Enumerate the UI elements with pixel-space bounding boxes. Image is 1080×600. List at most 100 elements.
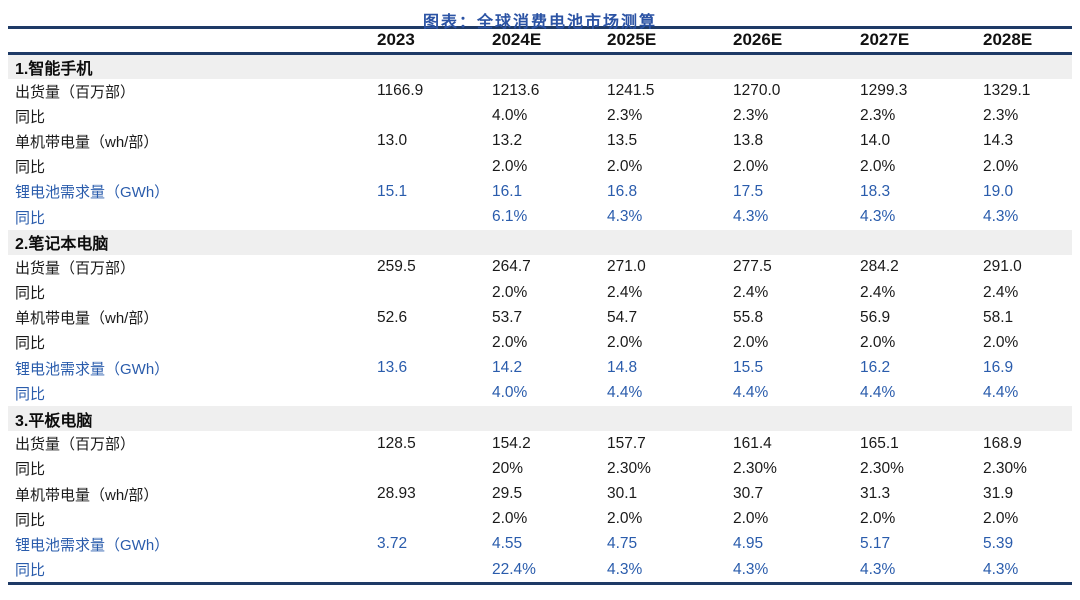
value-cell-2027E: 4.3%	[860, 560, 896, 578]
table-row: 出货量（百万部） 1166.9 1213.6 1241.5 1270.0 1299.3 13…	[8, 79, 1072, 104]
value-cell-2027E: 2.0%	[860, 157, 896, 175]
value-cell-2025E: 2.30%	[607, 459, 651, 477]
value-cell-2023	[377, 330, 492, 355]
table-row: 单机带电量（wh/部） 28.93 29.5 30.1 30.7 31.3 31.9	[8, 482, 1072, 507]
value-cell-2027E: 14.0	[860, 132, 891, 150]
row-label: 同比	[15, 159, 46, 177]
section-header-row: 2.笔记本电脑	[8, 229, 1072, 255]
value-cell-2027E: 4.3%	[860, 208, 896, 226]
value-cell-2025E: 2.0%	[607, 510, 643, 528]
value-cell-2023	[377, 104, 492, 129]
value-cell-2023: 259.5	[377, 258, 416, 276]
value-cell-2028E: 2.30%	[983, 459, 1027, 477]
value-cell-2027E: 5.17	[860, 535, 891, 553]
value-cell-2025E: 157.7	[607, 434, 646, 452]
value-cell-2028E: 168.9	[983, 434, 1022, 452]
value-cell-2024E: 20%	[492, 459, 524, 477]
value-cell-2026E: 2.0%	[733, 510, 769, 528]
header-2027e: 2027E	[860, 30, 910, 50]
value-cell-2023: 13.0	[377, 132, 408, 150]
header-2024e: 2024E	[492, 30, 542, 50]
value-cell-2028E: 4.4%	[983, 384, 1019, 402]
value-cell-2023	[377, 507, 492, 532]
value-cell-2025E: 16.8	[607, 182, 638, 200]
value-cell-2026E: 4.95	[733, 535, 764, 553]
section-header-row: 3.平板电脑	[8, 405, 1072, 432]
row-label: 出货量（百万部）	[15, 83, 136, 101]
value-cell-2024E: 4.55	[492, 535, 523, 553]
value-cell-2028E: 2.4%	[983, 283, 1019, 301]
value-cell-2024E: 2.0%	[492, 333, 528, 351]
row-label: 出货量（百万部）	[15, 436, 136, 454]
section-title: 3.平板电脑	[8, 405, 1072, 432]
row-label: 同比	[15, 285, 46, 303]
value-cell-2028E: 14.3	[983, 132, 1014, 150]
value-cell-2028E: 2.0%	[983, 510, 1019, 528]
value-cell-2028E: 2.0%	[983, 333, 1019, 351]
table-row: 单机带电量（wh/部） 13.0 13.2 13.5 13.8 14.0 14.3	[8, 129, 1072, 154]
value-cell-2027E: 4.4%	[860, 384, 896, 402]
value-cell-2023: 3.72	[377, 535, 408, 553]
value-cell-2023	[377, 154, 492, 179]
value-cell-2024E: 264.7	[492, 258, 531, 276]
value-cell-2027E: 31.3	[860, 485, 891, 503]
value-cell-2026E: 4.3%	[733, 560, 769, 578]
value-cell-2026E: 2.3%	[733, 107, 769, 125]
value-cell-2025E: 271.0	[607, 258, 646, 276]
row-label: 锂电池需求量（GWh）	[15, 536, 170, 554]
value-cell-2024E: 29.5	[492, 485, 523, 503]
header-2023: 2023	[377, 30, 415, 50]
header-2025e: 2025E	[607, 30, 657, 50]
table-row: 同比 22.4% 4.3% 4.3% 4.3% 4.3%	[8, 557, 1072, 582]
value-cell-2028E: 5.39	[983, 535, 1014, 553]
table-row: 同比 20% 2.30% 2.30% 2.30% 2.30%	[8, 456, 1072, 481]
value-cell-2025E: 4.3%	[607, 560, 643, 578]
value-cell-2023: 13.6	[377, 359, 408, 377]
section-header-row: 1.智能手机	[8, 53, 1072, 79]
value-cell-2025E: 1241.5	[607, 82, 655, 100]
value-cell-2026E: 17.5	[733, 182, 764, 200]
value-cell-2027E: 2.4%	[860, 283, 896, 301]
table-row: 同比 2.0% 2.0% 2.0% 2.0% 2.0%	[8, 507, 1072, 532]
value-cell-2028E: 291.0	[983, 258, 1022, 276]
value-cell-2027E: 1299.3	[860, 82, 908, 100]
value-cell-2026E: 277.5	[733, 258, 772, 276]
value-cell-2025E: 4.4%	[607, 384, 643, 402]
value-cell-2023	[377, 381, 492, 406]
row-label: 同比	[15, 562, 46, 580]
table-row: 同比 2.0% 2.4% 2.4% 2.4% 2.4%	[8, 280, 1072, 305]
value-cell-2028E: 2.3%	[983, 107, 1019, 125]
value-cell-2025E: 30.1	[607, 485, 638, 503]
value-cell-2023: 1166.9	[377, 82, 424, 100]
value-cell-2026E: 15.5	[733, 359, 764, 377]
table-row: 出货量（百万部） 128.5 154.2 157.7 161.4 165.1 168.9	[8, 431, 1072, 456]
value-cell-2023: 28.93	[377, 485, 416, 503]
value-cell-2024E: 53.7	[492, 308, 523, 326]
value-cell-2024E: 1213.6	[492, 82, 540, 100]
row-label: 单机带电量（wh/部）	[15, 310, 159, 328]
value-cell-2027E: 284.2	[860, 258, 899, 276]
value-cell-2027E: 2.0%	[860, 333, 896, 351]
value-cell-2025E: 2.0%	[607, 157, 643, 175]
value-cell-2025E: 14.8	[607, 359, 638, 377]
value-cell-2027E: 2.3%	[860, 107, 896, 125]
value-cell-2028E: 1329.1	[983, 82, 1031, 100]
value-cell-2027E: 165.1	[860, 434, 899, 452]
row-label: 同比	[15, 385, 46, 403]
value-cell-2026E: 4.4%	[733, 384, 769, 402]
table-row: 锂电池需求量（GWh） 13.6 14.2 14.8 15.5 16.2 16.9	[8, 356, 1072, 381]
value-cell-2024E: 6.1%	[492, 208, 528, 226]
value-cell-2024E: 2.0%	[492, 157, 528, 175]
value-cell-2024E: 2.0%	[492, 283, 528, 301]
row-label: 单机带电量（wh/部）	[15, 486, 159, 504]
value-cell-2025E: 13.5	[607, 132, 638, 150]
table-row: 出货量（百万部） 259.5 264.7 271.0 277.5 284.2 291.0	[8, 255, 1072, 280]
header-2026e: 2026E	[733, 30, 783, 50]
value-cell-2025E: 2.0%	[607, 333, 643, 351]
value-cell-2023: 52.6	[377, 308, 408, 326]
table-row: 锂电池需求量（GWh） 3.72 4.55 4.75 4.95 5.17 5.39	[8, 532, 1072, 557]
row-label: 单机带电量（wh/部）	[15, 133, 159, 151]
value-cell-2027E: 18.3	[860, 182, 891, 200]
row-label: 同比	[15, 108, 46, 126]
value-cell-2027E: 2.30%	[860, 459, 904, 477]
